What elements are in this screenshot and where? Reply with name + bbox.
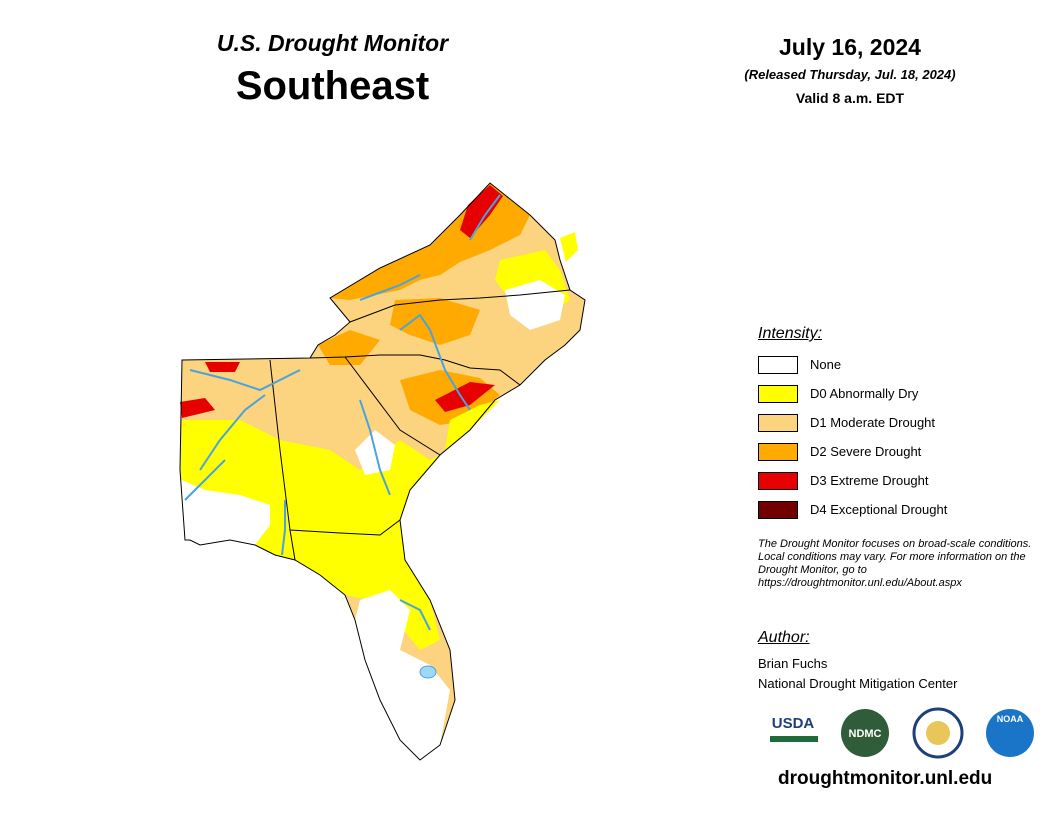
river — [189, 369, 301, 392]
river — [184, 459, 226, 501]
legend-swatch — [758, 472, 798, 490]
logos: USDA NDMC NOAA — [768, 707, 1034, 759]
map-d2 — [390, 298, 480, 345]
state-border — [344, 356, 441, 456]
state-border — [309, 354, 521, 386]
river — [469, 194, 501, 241]
map-d3 — [460, 185, 503, 238]
logo-ndmc-text: NDMC — [849, 728, 882, 740]
map-d3 — [180, 398, 215, 418]
logo-usda-text: USDA — [772, 715, 815, 732]
valid: Valid 8 a.m. EDT — [795, 90, 905, 106]
legend-label: D4 Exceptional Drought — [810, 502, 948, 517]
map-d3 — [205, 362, 240, 372]
author-org: National Drought Mitigation Center — [758, 676, 958, 691]
note: The Drought Monitor focuses on broad-sca… — [758, 538, 1032, 589]
legend-label: D2 Severe Drought — [810, 444, 922, 459]
river — [359, 399, 391, 496]
state-border — [289, 519, 401, 536]
legend-swatch — [758, 414, 798, 432]
river — [199, 394, 266, 471]
author-title: Author: — [758, 629, 810, 646]
map-d3 — [435, 382, 495, 412]
legend-label: None — [810, 357, 842, 372]
map-d0 — [180, 420, 440, 650]
date: July 16, 2024 — [779, 34, 921, 60]
river — [359, 274, 421, 301]
logo-noaa — [986, 709, 1034, 757]
logo-usda — [768, 712, 818, 750]
author-name: Brian Fuchs — [758, 656, 828, 671]
legend-label: D1 Moderate Drought — [810, 415, 936, 430]
logo-commerce-seal — [926, 721, 950, 745]
legend-swatch — [758, 501, 798, 519]
river — [399, 599, 431, 631]
legend-swatch — [758, 356, 798, 374]
logo-usda-band — [770, 736, 818, 742]
map-outline — [179, 182, 586, 761]
logo-ndmc — [841, 709, 889, 757]
legend-swatch — [758, 443, 798, 461]
logo-noaa-text: NOAA — [997, 714, 1024, 724]
map-none — [180, 480, 270, 545]
url: droughtmonitor.unl.edu — [778, 768, 993, 789]
region: Southeast — [235, 64, 430, 108]
legend-label: D3 Extreme Drought — [810, 473, 929, 488]
state-border — [269, 359, 296, 561]
map-d0 — [445, 400, 500, 450]
released: (Released Thursday, Jul. 18, 2024) — [744, 67, 956, 82]
river — [399, 313, 471, 411]
legend-title: Intensity: — [758, 325, 823, 342]
legend-swatch — [758, 385, 798, 403]
map-none — [355, 590, 450, 760]
title: U.S. Drought Monitor — [216, 30, 449, 56]
state-border — [349, 289, 571, 323]
lake — [419, 665, 437, 679]
river — [281, 500, 286, 556]
map-d0 — [560, 232, 578, 262]
legend-label: D0 Abnormally Dry — [810, 386, 919, 401]
